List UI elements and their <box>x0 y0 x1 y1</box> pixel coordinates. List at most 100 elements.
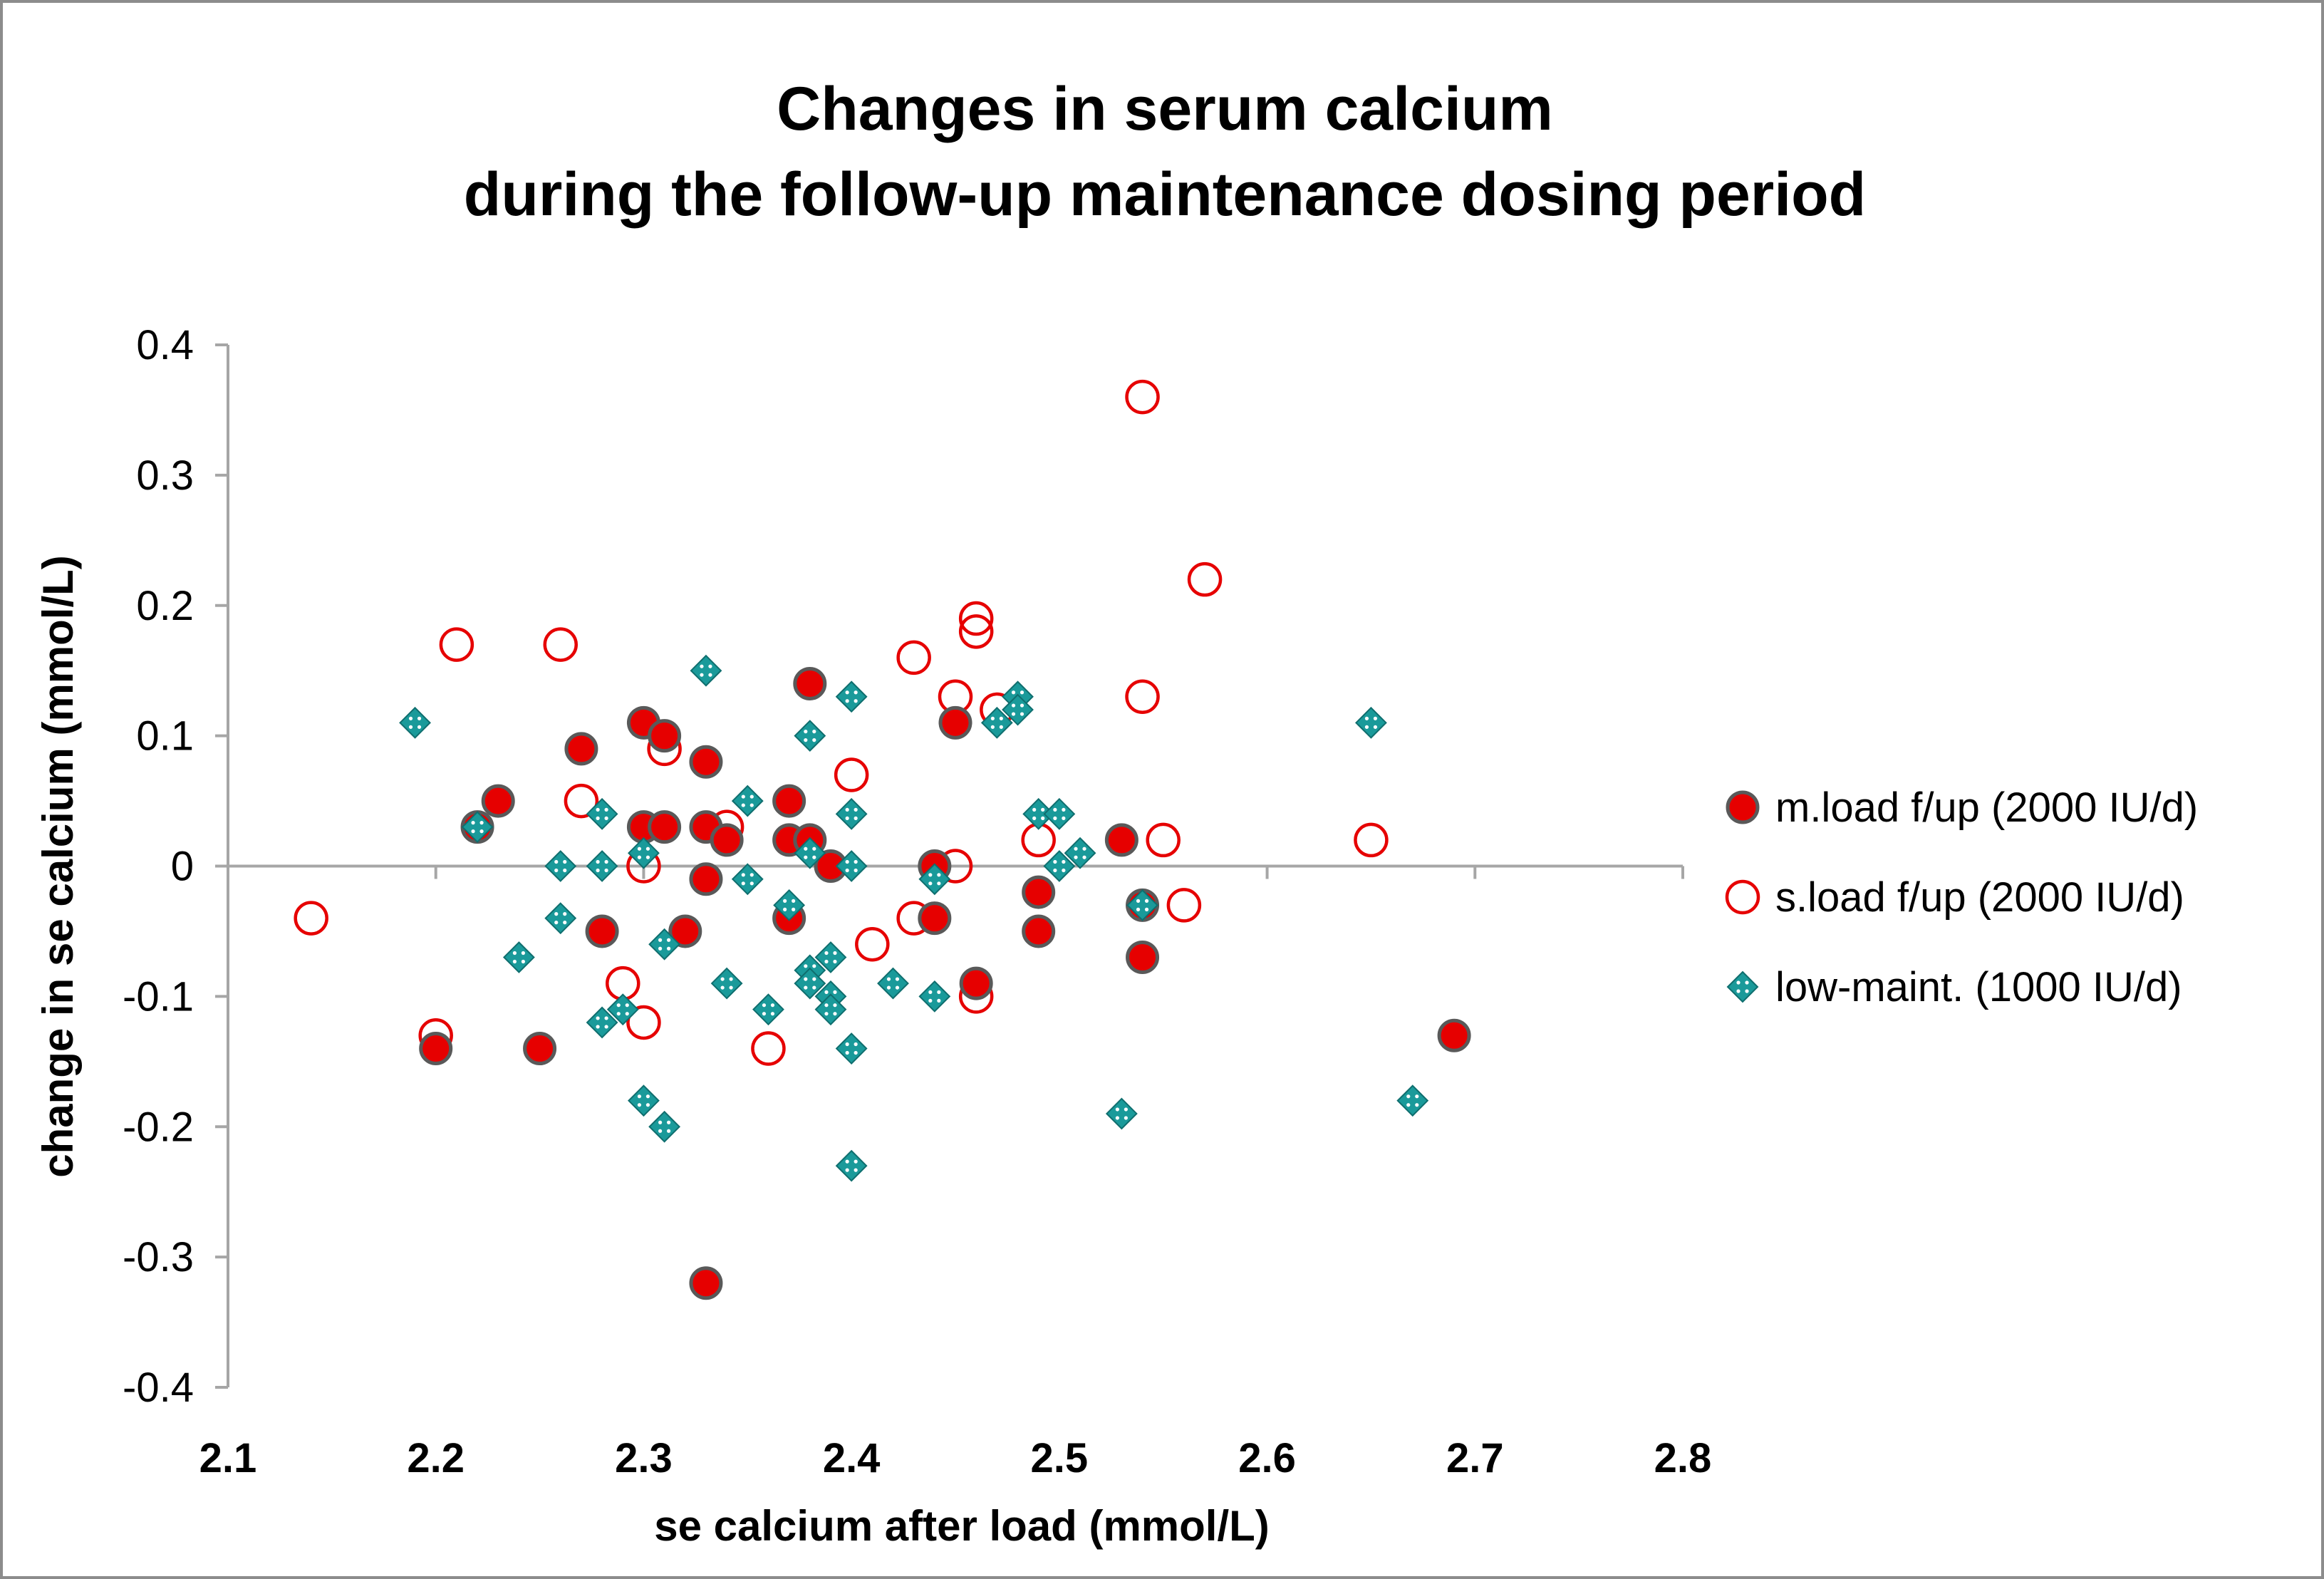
data-point <box>689 862 723 896</box>
data-point <box>648 1110 681 1143</box>
data-point <box>958 601 994 636</box>
data-point <box>835 1032 868 1065</box>
data-point <box>544 850 577 882</box>
x-tick-label: 2.3 <box>615 1435 673 1481</box>
data-point <box>399 706 431 739</box>
y-tick-label: 0 <box>171 844 194 890</box>
data-point <box>1126 889 1158 921</box>
legend-label-3: low-maint. (1000 IU/d) <box>1775 964 2182 1010</box>
data-point <box>543 627 578 662</box>
y-tick-label: 0.3 <box>136 452 194 499</box>
data-point <box>980 706 1013 739</box>
y-tick-label: 0.1 <box>136 713 194 760</box>
data-point <box>918 980 951 1013</box>
data-point <box>586 850 618 882</box>
data-point <box>668 914 702 948</box>
data-point <box>855 926 890 962</box>
data-point <box>586 797 618 830</box>
y-tick-label: -0.1 <box>123 973 194 1020</box>
data-point <box>648 810 682 844</box>
data-point <box>710 967 743 1000</box>
data-point <box>958 614 994 649</box>
data-point <box>752 993 784 1026</box>
data-point <box>814 941 847 973</box>
data-point <box>794 720 826 752</box>
y-tick-label: -0.3 <box>123 1234 194 1280</box>
data-point <box>896 640 931 675</box>
legend-marker-3 <box>1726 970 1759 1003</box>
data-point <box>1104 823 1138 857</box>
data-point <box>689 745 723 779</box>
data-point <box>626 1005 661 1040</box>
data-point <box>628 837 660 869</box>
data-point <box>835 850 868 882</box>
data-point <box>419 1032 453 1066</box>
legend-label-1: m.load f/up (2000 IU/d) <box>1775 785 2198 831</box>
x-tick-label: 2.8 <box>1654 1435 1712 1481</box>
data-point <box>439 627 474 662</box>
data-point <box>1354 822 1389 858</box>
data-point <box>606 993 639 1026</box>
data-point <box>731 863 764 896</box>
data-point <box>772 784 806 818</box>
data-point <box>773 889 806 921</box>
y-tick-label: 0.4 <box>136 322 194 368</box>
data-point <box>918 901 952 936</box>
data-point <box>461 811 494 844</box>
chart-title-line-1: Changes in serum calcium <box>777 75 1553 143</box>
data-point <box>731 785 764 817</box>
x-tick-label: 2.4 <box>823 1435 881 1481</box>
series-3 <box>399 654 1429 1182</box>
x-tick-label: 2.5 <box>1031 1435 1089 1481</box>
legend-marker-1 <box>1726 790 1760 824</box>
x-tick-label: 2.6 <box>1238 1435 1296 1481</box>
legend: m.load f/up (2000 IU/d) s.load f/up (2000… <box>1725 785 2198 1010</box>
data-point <box>835 1149 868 1182</box>
data-point <box>793 666 827 700</box>
y-tick-label: -0.4 <box>123 1365 194 1411</box>
plot-area <box>294 379 1471 1300</box>
data-point <box>585 914 619 948</box>
data-point <box>1396 1084 1429 1117</box>
data-point <box>814 993 847 1026</box>
data-point <box>628 1084 660 1117</box>
data-point <box>834 757 869 792</box>
data-point <box>1125 679 1160 715</box>
data-point <box>1146 822 1181 858</box>
data-point <box>1355 706 1387 739</box>
x-axis-label: se calcium after load (mmol/L) <box>654 1502 1270 1550</box>
data-point <box>938 705 972 740</box>
data-point <box>835 797 868 830</box>
data-point <box>523 1032 557 1066</box>
data-point <box>1022 797 1055 830</box>
data-point <box>586 1006 618 1039</box>
y-axis-ticks: 0.4 0.3 0.2 0.1 0 -0.1 -0.2 -0.3 -0.4 <box>123 322 228 1411</box>
data-point <box>689 1266 723 1300</box>
data-point <box>959 966 993 1000</box>
x-tick-label: 2.7 <box>1446 1435 1504 1481</box>
data-point <box>1064 837 1096 869</box>
data-point <box>690 654 722 687</box>
y-axis-label: change in se calcium (mmol/L) <box>34 555 82 1178</box>
data-point <box>1022 914 1056 948</box>
data-point <box>794 967 826 1000</box>
data-point <box>1166 888 1202 923</box>
x-tick-label: 2.2 <box>407 1435 465 1481</box>
x-axis-ticks: 2.1 2.2 2.3 2.4 2.5 2.6 2.7 2.8 <box>199 866 1712 1481</box>
data-point <box>481 784 515 818</box>
data-point <box>544 902 577 935</box>
data-point <box>835 680 868 713</box>
data-point <box>564 783 599 819</box>
data-point <box>751 1031 786 1066</box>
legend-label-2: s.load f/up (2000 IU/d) <box>1775 874 2184 921</box>
x-tick-label: 2.1 <box>199 1435 257 1481</box>
y-tick-label: 0.2 <box>136 583 194 629</box>
data-point <box>648 928 681 961</box>
data-point <box>918 863 951 896</box>
data-point <box>648 719 682 753</box>
data-point <box>1437 1018 1471 1052</box>
chart-title-line-2: during the follow-up maintenance dosing … <box>464 160 1866 229</box>
data-point <box>564 732 598 766</box>
data-point <box>1105 1097 1138 1130</box>
